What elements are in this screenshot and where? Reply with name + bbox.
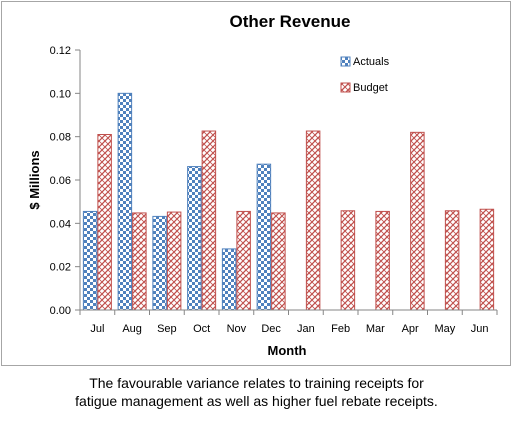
caption-line-1: The favourable variance relates to train… — [89, 375, 424, 391]
x-tick-label: Mar — [366, 323, 385, 335]
caption-line-2: fatigue management as well as higher fue… — [75, 393, 438, 409]
bar-budget — [375, 210, 390, 311]
bar-budget — [97, 134, 112, 311]
bar-budget — [236, 210, 251, 311]
legend-label-budget: Budget — [353, 82, 388, 94]
legend-swatch-actuals — [340, 56, 351, 67]
legend-label-actuals: Actuals — [353, 56, 390, 68]
bar-budget — [340, 210, 356, 311]
bar-actuals — [187, 166, 202, 311]
x-tick-label: Feb — [331, 323, 350, 335]
bar-actuals — [152, 215, 167, 311]
bar-actuals — [82, 210, 98, 311]
bar-actuals — [256, 163, 272, 311]
x-tick-label: Jan — [297, 323, 315, 335]
y-tick-label: 0.08 — [50, 132, 71, 144]
bar-budget — [271, 212, 286, 311]
bar-actuals — [221, 248, 237, 311]
bar-budget — [479, 208, 495, 311]
bar-budget — [444, 210, 460, 311]
x-tick-label: Sep — [157, 323, 177, 335]
bar-budget — [305, 130, 321, 311]
y-tick-label: 0.00 — [50, 305, 71, 317]
y-tick-label: 0.04 — [50, 218, 71, 230]
x-tick-label: Nov — [227, 323, 247, 335]
bar-budget — [132, 212, 147, 311]
x-tick-label: Dec — [261, 323, 281, 335]
x-tick-label: Oct — [193, 323, 210, 335]
legend-swatch-budget — [340, 82, 351, 93]
chart-caption: The favourable variance relates to train… — [0, 374, 513, 410]
x-tick-label: Jun — [471, 323, 489, 335]
x-tick-label: Aug — [122, 323, 142, 335]
bar-budget — [166, 211, 182, 311]
y-axis-label: $ Millions — [27, 150, 42, 209]
y-tick-label: 0.12 — [50, 45, 71, 57]
bar-budget — [410, 131, 425, 311]
x-tick-label: Jul — [90, 323, 104, 335]
x-tick-label: May — [434, 323, 455, 335]
bar-budget — [201, 130, 217, 311]
bar-actuals — [117, 92, 133, 311]
x-axis-label: Month — [268, 343, 307, 358]
revenue-chart: Other Revenue $ Millions Month 0.00 0.02 0… — [27, 12, 498, 358]
y-tick-label: 0.06 — [50, 175, 71, 187]
y-tick-label: 0.10 — [50, 88, 71, 100]
x-tick-label: Apr — [402, 323, 419, 335]
chart-title: Other Revenue — [230, 12, 351, 31]
y-tick-label: 0.02 — [50, 262, 71, 274]
